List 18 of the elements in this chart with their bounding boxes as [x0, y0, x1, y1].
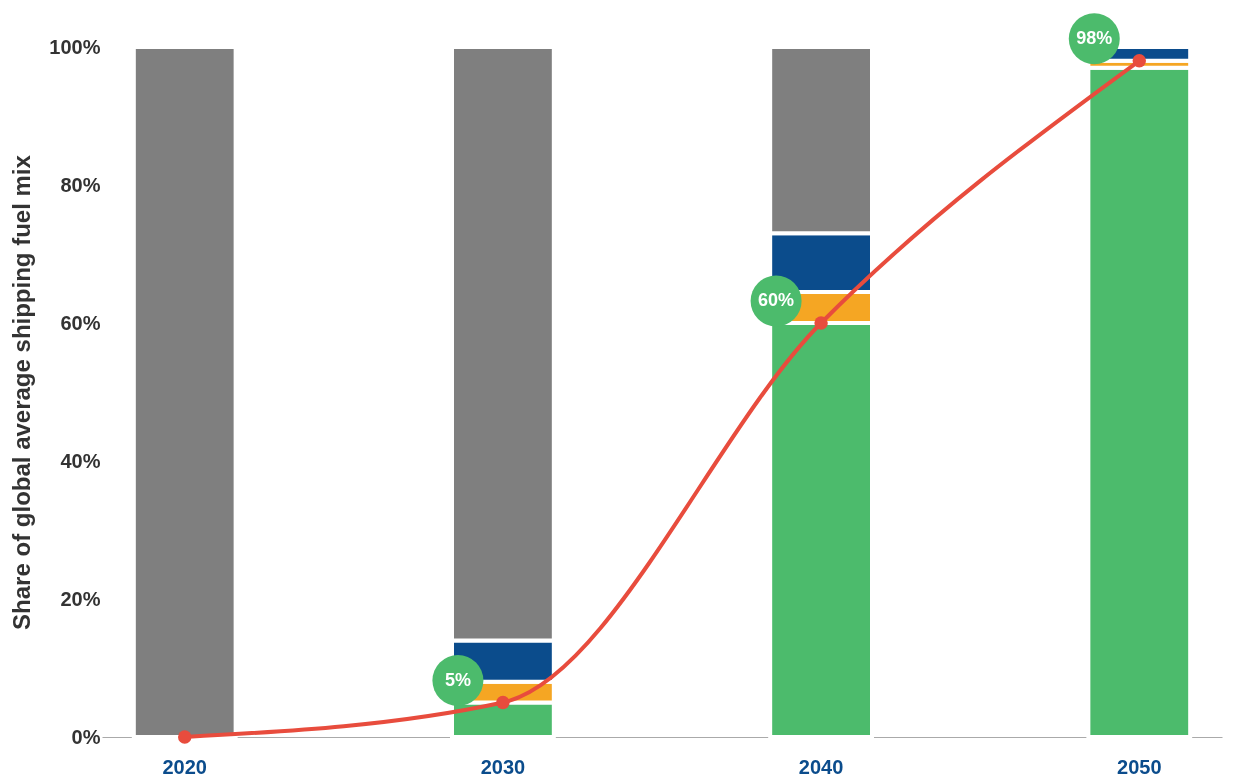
point [1132, 54, 1146, 68]
point [814, 316, 828, 330]
point [178, 730, 192, 744]
data-label: 5% [444, 669, 471, 690]
data-label: 98% [1076, 27, 1113, 48]
y-axis-title: Share of global average shipping fuel mix [8, 154, 36, 630]
x-tick-label: 2020 [162, 755, 207, 778]
y-tick-label: 100% [49, 35, 101, 58]
y-tick-label: 40% [60, 449, 101, 472]
y-tick-label: 80% [60, 173, 101, 196]
y-tick-label: 60% [60, 311, 101, 334]
data-label: 60% [758, 290, 795, 310]
y-tick-label: 20% [60, 587, 101, 610]
x-tick-label: 2030 [480, 755, 526, 778]
x-tick-label: 2040 [798, 755, 844, 778]
x-tick-label: 2050 [1117, 755, 1162, 778]
point [496, 695, 510, 710]
y-tick-label: 0% [71, 725, 101, 748]
